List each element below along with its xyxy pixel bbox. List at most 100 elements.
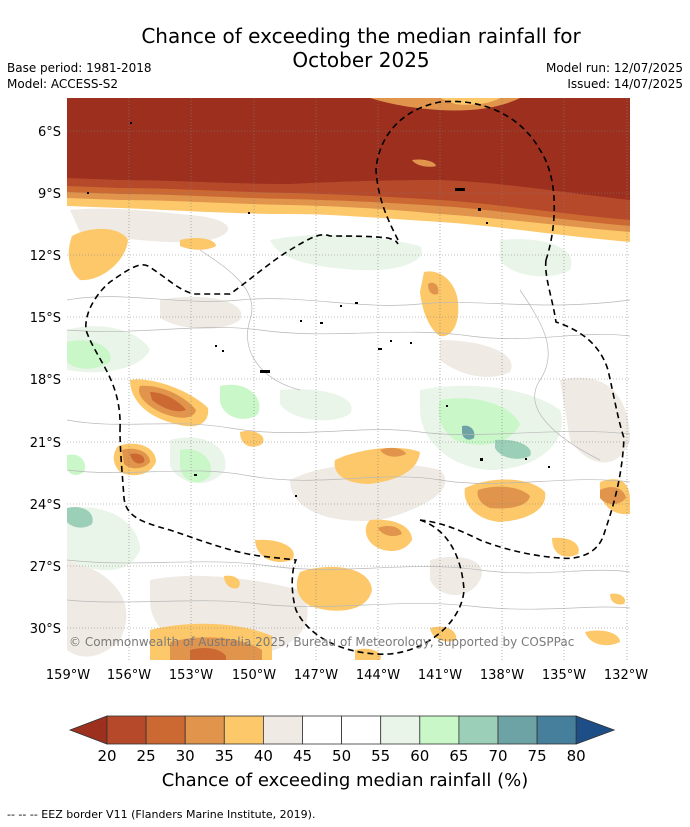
title-line-1: Chance of exceeding the median rainfall … xyxy=(141,24,581,48)
colorbar-tick-label: 70 xyxy=(488,747,507,765)
colorbar xyxy=(68,715,616,745)
patch-orange xyxy=(428,282,439,295)
patch-beige xyxy=(160,296,242,329)
patch-teal xyxy=(462,425,475,440)
patch-darkorange xyxy=(150,392,186,412)
patch-yellow xyxy=(355,648,381,660)
lat-label: 12°S xyxy=(30,249,61,264)
colorbar-swatch xyxy=(262,715,303,745)
copyright-text: © Commonwealth of Australia 2025, Bureau… xyxy=(69,635,574,649)
colorbar-swatch xyxy=(302,715,342,745)
patch-yellow xyxy=(240,430,264,447)
graticule xyxy=(67,98,630,660)
colorbar-tick-label: 80 xyxy=(567,747,586,765)
model-name: Model: ACCESS-S2 xyxy=(7,77,119,91)
lon-label: 156°W xyxy=(107,668,151,683)
lat-label: 15°S xyxy=(30,311,61,326)
lon-label: 135°W xyxy=(542,668,586,683)
band-yellow-top xyxy=(440,98,500,105)
patch-yellow xyxy=(180,238,216,250)
lon-label: 132°W xyxy=(604,668,648,683)
patch-green xyxy=(67,340,111,369)
patch-orange xyxy=(477,486,530,509)
colorbar-extend-high xyxy=(575,715,616,745)
colorbar-tick-label: 20 xyxy=(97,747,116,765)
latitude-labels: 6°S 9°S 12°S 15°S 18°S 21°S 24°S 27°S 30… xyxy=(30,125,61,637)
islands xyxy=(87,122,550,497)
eez-border xyxy=(85,100,625,655)
rainfall-field xyxy=(67,98,630,660)
colorbar-tick-label: 75 xyxy=(528,747,547,765)
lon-label: 150°W xyxy=(232,668,276,683)
longitude-labels: 159°W 156°W 153°W 150°W 147°W 144°W 141°… xyxy=(46,668,648,683)
colorbar-tick-label: 40 xyxy=(254,747,273,765)
map-title: Chance of exceeding the median rainfall … xyxy=(0,24,690,72)
band-darkest xyxy=(67,98,630,200)
patch-green xyxy=(220,384,260,419)
patch-green xyxy=(180,449,211,483)
colorbar-swatch xyxy=(341,715,382,745)
patch-yellow xyxy=(552,537,579,557)
colorbar-swatch xyxy=(145,715,186,745)
lon-label: 147°W xyxy=(294,668,338,683)
colorbar-tick-label: 45 xyxy=(293,747,312,765)
lat-label: 21°S xyxy=(30,436,61,451)
title-line-2: October 2025 xyxy=(292,48,430,72)
patch-yellow xyxy=(296,566,372,611)
lat-label: 24°S xyxy=(30,498,61,513)
meta-right: Model run: 12/07/2025 Issued: 14/07/2025 xyxy=(546,60,683,92)
patch-darkorange xyxy=(130,453,145,464)
patch-yellow xyxy=(334,447,420,484)
base-period: Base period: 1981-2018 xyxy=(7,61,152,75)
colorbar-swatch xyxy=(419,715,460,745)
patch-beige xyxy=(440,340,512,377)
patch-teal xyxy=(495,439,531,459)
patch-beige xyxy=(560,377,630,463)
patch-green xyxy=(438,398,520,445)
colorbar-tick-label: 55 xyxy=(371,747,390,765)
colorbar-tick-label: 50 xyxy=(332,747,351,765)
patch-lightgreen xyxy=(270,234,422,271)
lon-label: 153°W xyxy=(169,668,213,683)
issued-date: Issued: 14/07/2025 xyxy=(567,77,683,91)
patch-beige xyxy=(430,556,482,595)
patch-yellow xyxy=(610,593,626,605)
lat-label: 18°S xyxy=(30,373,61,388)
colorbar-swatch xyxy=(536,715,577,745)
meta-left: Base period: 1981-2018 Model: ACCESS-S2 xyxy=(7,60,152,92)
colorbar-title: Chance of exceeding median rainfall (%) xyxy=(161,770,529,791)
model-run: Model run: 12/07/2025 xyxy=(545,61,683,75)
colorbar-swatch xyxy=(184,715,225,745)
colorbar-tick-label: 65 xyxy=(449,747,468,765)
patch-teal xyxy=(67,506,93,528)
lon-label: 159°W xyxy=(46,668,90,683)
patch-orange xyxy=(380,447,406,457)
lon-label: 141°W xyxy=(418,668,462,683)
patch-orange xyxy=(412,159,436,167)
patch-orange xyxy=(600,487,626,504)
patch-yellow xyxy=(430,626,457,642)
colorbar-swatch xyxy=(497,715,538,745)
eez-footnote: -- -- -- EEZ border V11 (Flanders Marine… xyxy=(7,808,316,821)
patch-yellow xyxy=(68,228,128,281)
colorbar-tick-label: 25 xyxy=(137,747,156,765)
lon-label: 144°W xyxy=(356,668,400,683)
lat-label: 27°S xyxy=(30,560,61,575)
colorbar-tick-label: 60 xyxy=(410,747,429,765)
colorbar-tick-label: 30 xyxy=(176,747,195,765)
colorbar-ticks: 20 25 30 35 40 45 50 55 60 65 70 75 80 xyxy=(97,747,585,765)
patch-darkorange xyxy=(190,648,226,660)
lon-label: 138°W xyxy=(480,668,524,683)
colorbar-tick-label: 35 xyxy=(215,747,234,765)
patch-lightgreen xyxy=(500,239,572,277)
colorbar-swatch xyxy=(106,715,147,745)
lat-label: 9°S xyxy=(38,187,61,202)
patch-green xyxy=(67,454,86,475)
contour-lines xyxy=(67,249,630,610)
lat-label: 6°S xyxy=(38,125,61,140)
patch-beige xyxy=(67,560,127,657)
patch-yellow xyxy=(585,630,620,646)
colorbar-extend-low xyxy=(68,715,108,745)
colorbar-swatch xyxy=(223,715,264,745)
